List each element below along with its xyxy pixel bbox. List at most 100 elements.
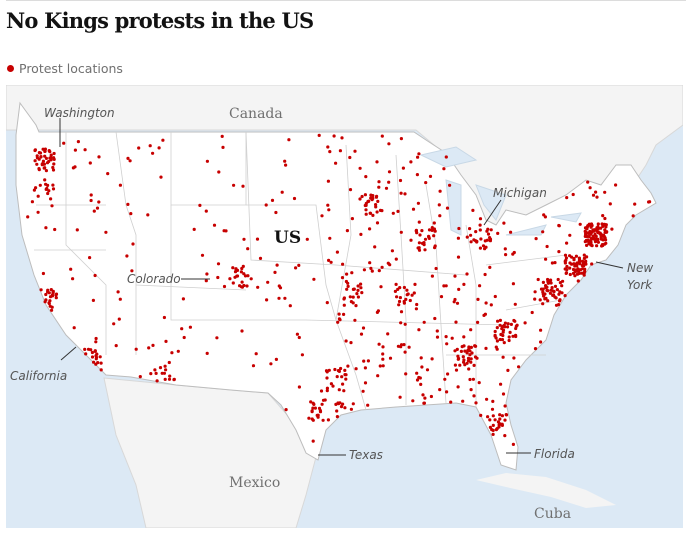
protest-dot: [592, 228, 596, 232]
protest-dot: [348, 188, 353, 192]
protest-dot: [38, 183, 42, 187]
protest-dot: [418, 233, 422, 237]
protest-dot: [465, 235, 469, 239]
protest-dot: [364, 208, 368, 212]
protest-dot: [427, 228, 432, 232]
protest-dot: [461, 355, 465, 359]
protest-dot: [399, 191, 403, 195]
protest-dot: [506, 325, 510, 329]
protest-dot: [453, 349, 457, 353]
protest-dot: [444, 284, 448, 288]
protest-dot: [356, 288, 360, 292]
protest-dot: [417, 246, 421, 250]
protest-dot: [544, 257, 548, 261]
protest-dot: [512, 250, 516, 255]
protest-dot: [585, 243, 589, 247]
protest-dot: [437, 203, 441, 207]
protest-dot: [402, 285, 406, 290]
protest-dot: [511, 442, 515, 446]
protest-dot: [89, 193, 93, 197]
protest-dot: [39, 288, 43, 292]
protest-dot: [118, 183, 122, 187]
protest-dot: [420, 365, 424, 369]
protest-dot: [397, 303, 401, 307]
protest-dot: [475, 356, 479, 360]
protest-dot: [433, 246, 437, 250]
protest-dot: [337, 388, 341, 392]
protest-dot: [417, 328, 421, 332]
protest-dot: [353, 149, 357, 153]
protest-dot: [312, 277, 316, 281]
protest-dot: [47, 189, 51, 193]
protest-dot: [456, 385, 460, 389]
protest-dot: [498, 318, 502, 322]
protest-dot: [557, 292, 561, 296]
protest-dot: [343, 373, 347, 377]
protest-dot: [394, 257, 398, 261]
protest-dot: [554, 303, 559, 307]
protest-dot: [543, 292, 547, 296]
protest-dot: [396, 344, 400, 348]
protest-dot: [500, 338, 505, 342]
protest-dot: [354, 367, 358, 371]
protest-dot: [393, 289, 397, 293]
great-lakes: [419, 146, 582, 236]
protest-dot: [148, 144, 152, 148]
protest-dot: [476, 320, 480, 324]
protest-dot: [161, 138, 165, 142]
protest-dot: [343, 406, 347, 410]
protest-dot: [422, 401, 426, 405]
protest-dot: [242, 237, 246, 241]
protest-dot: [275, 263, 279, 267]
protest-dot: [283, 159, 287, 163]
protest-dot: [565, 196, 569, 200]
protest-dot: [417, 152, 421, 156]
protest-dot: [503, 418, 507, 422]
protest-dot: [338, 318, 342, 322]
protest-dot: [320, 214, 324, 218]
protest-dot: [417, 248, 422, 252]
protest-dot: [358, 166, 362, 170]
protest-dot: [359, 332, 364, 336]
protest-dot: [358, 197, 362, 201]
annotation-texas: Texas: [349, 448, 383, 462]
protest-dot: [509, 230, 513, 234]
protest-dot: [241, 184, 245, 188]
protest-dot: [409, 238, 413, 242]
protest-dot: [543, 297, 547, 301]
protest-dot: [346, 284, 350, 288]
protest-dot: [375, 221, 380, 225]
protest-dot: [415, 302, 419, 307]
protest-dot: [595, 195, 599, 199]
protest-dot: [315, 413, 319, 417]
protest-dot: [350, 271, 354, 275]
protest-dot: [44, 182, 48, 186]
protest-dot: [423, 248, 427, 252]
protest-dot: [538, 298, 542, 302]
protest-dot: [126, 156, 130, 160]
protest-dot: [54, 296, 58, 300]
protest-dot: [442, 167, 446, 171]
protest-dot: [356, 284, 360, 288]
protest-dot: [507, 335, 511, 339]
protest-dot: [375, 210, 379, 214]
protest-dot: [356, 295, 360, 299]
legend: Protest locations: [7, 61, 123, 76]
protest-dot: [234, 267, 238, 271]
protest-dot: [415, 371, 419, 375]
protest-dot: [240, 280, 244, 284]
protest-dot: [240, 266, 244, 271]
protest-dot: [232, 183, 236, 187]
protest-dot: [600, 222, 604, 226]
protest-dot: [231, 266, 235, 270]
protest-dot: [297, 335, 301, 340]
protest-dot: [420, 229, 424, 233]
protest-dot: [543, 215, 548, 219]
protest-dot: [500, 414, 504, 418]
protest-dot: [47, 301, 51, 306]
protest-dot: [364, 212, 368, 216]
protest-dot: [435, 335, 440, 339]
protest-dot: [511, 334, 515, 338]
protest-dot: [502, 221, 506, 225]
protest-dot: [342, 296, 346, 300]
